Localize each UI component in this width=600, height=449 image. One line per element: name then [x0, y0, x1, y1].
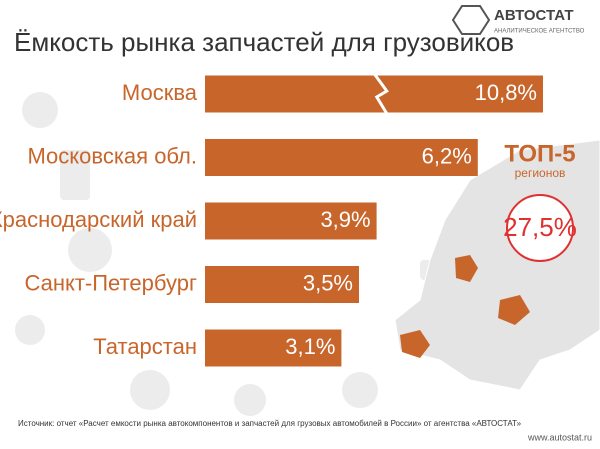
- bar-break: [373, 73, 389, 115]
- value-label: 3,9%: [320, 207, 370, 232]
- logo-tagline: АНАЛИТИЧЕСКОЕ АГЕНТСТВО: [494, 29, 585, 35]
- top-subtitle: регионов: [515, 166, 566, 180]
- category-label: Санкт-Петербург: [24, 270, 197, 295]
- value-label: 10,8%: [475, 80, 537, 105]
- value-label: 3,1%: [285, 334, 335, 359]
- top-title: ТОП-5: [504, 140, 575, 167]
- logo-name: АВТОСТАТ: [494, 7, 573, 24]
- map-region: [455, 255, 478, 282]
- bar: [205, 202, 377, 240]
- category-label: Московская обл.: [27, 143, 197, 168]
- total-circle: [506, 194, 574, 262]
- total-label: 27,5%: [503, 212, 577, 242]
- category-label: Краснодарский край: [0, 207, 197, 232]
- value-label: 6,2%: [422, 143, 472, 168]
- category-label: Москва: [122, 80, 198, 105]
- bar: [205, 266, 359, 303]
- map-region: [498, 295, 530, 325]
- bar: [205, 329, 342, 367]
- bar: [205, 75, 543, 113]
- bar: [205, 139, 478, 176]
- url: www.autostat.ru: [527, 432, 592, 442]
- logo-icon: [451, 5, 491, 35]
- background-icons: [15, 92, 460, 416]
- chart-title: Ёмкость рынка запчастей для грузовиков: [14, 27, 514, 57]
- value-label: 3,5%: [303, 270, 353, 295]
- source: Источник: отчет «Расчет емкости рынка ав…: [18, 419, 522, 428]
- category-label: Татарстан: [93, 334, 197, 359]
- map-region: [400, 330, 430, 358]
